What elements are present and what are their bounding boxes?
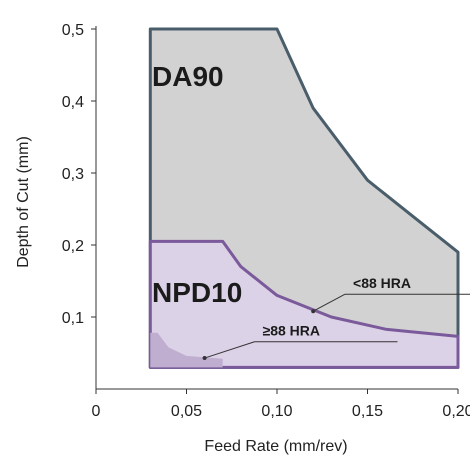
- x-tick-label: 0,05: [171, 403, 202, 420]
- y-axis-title: Depth of Cut (mm): [15, 136, 32, 268]
- y-tick-label: 0,1: [62, 310, 84, 327]
- region-npd10-area: [148, 239, 460, 369]
- x-tick-label: 0,20: [442, 403, 470, 420]
- y-tick-label: 0,3: [62, 166, 84, 183]
- chart-annotations: <88 HRA ≥88 HRA: [202, 275, 470, 361]
- region-label-da90: DA90: [152, 61, 224, 92]
- annotation-dot: [202, 356, 207, 361]
- annotation-pointer-line: [204, 341, 255, 359]
- y-tick-label: 0,2: [62, 238, 84, 255]
- y-tick-label: 0,5: [62, 22, 84, 39]
- y-tick-label: 0,4: [62, 94, 84, 111]
- annotation-label: ≥88 HRA: [263, 323, 320, 339]
- chart-regions: [148, 27, 460, 369]
- x-tick-label: 0,15: [352, 403, 383, 420]
- annotation-dot: [311, 309, 316, 314]
- x-tick-label: 0: [92, 403, 101, 420]
- x-axis-title: Feed Rate (mm/rev): [204, 438, 347, 455]
- region-label-npd10: NPD10: [152, 277, 242, 308]
- x-tick-label: 0,10: [261, 403, 292, 420]
- chart-axes: 0 0,05 0,10 0,15 0,20 0,1 0,2 0,3 0,4 0,5: [62, 22, 470, 420]
- annotation-pointer-line: [312, 293, 346, 312]
- annotation-label: <88 HRA: [353, 275, 411, 291]
